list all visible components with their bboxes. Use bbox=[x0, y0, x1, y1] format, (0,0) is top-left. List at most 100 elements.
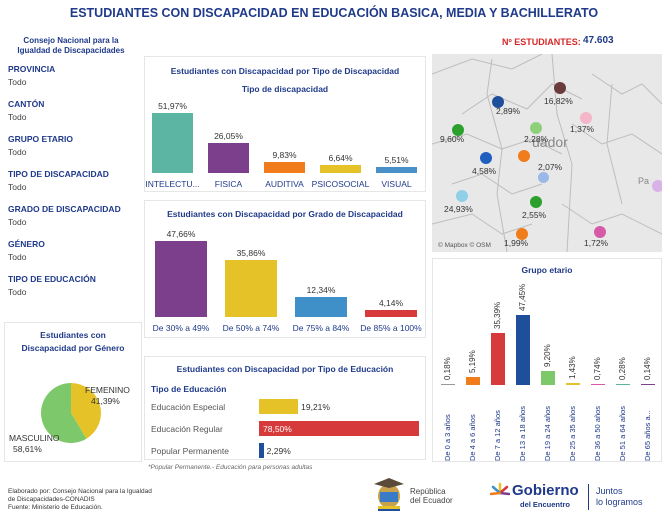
map-point-label: 16,82% bbox=[544, 96, 573, 106]
filter-panel: PROVINCIA Todo CANTÓN Todo GRUPO ETARIO … bbox=[8, 64, 138, 309]
juntos-line2: lo logramos bbox=[596, 497, 643, 507]
category-label: De 65 años a... bbox=[643, 410, 652, 461]
map-partial-label: Pa bbox=[638, 176, 650, 186]
bar bbox=[591, 383, 605, 385]
data-label: 35,39% bbox=[493, 301, 502, 329]
category-label: De 7 a 12 años bbox=[493, 410, 502, 461]
filter-tipo-educacion[interactable]: TIPO DE EDUCACIÓN Todo bbox=[8, 274, 138, 309]
data-label: 78,50% bbox=[263, 424, 292, 434]
bar bbox=[225, 259, 277, 317]
data-label: 0,14% bbox=[643, 356, 652, 380]
map-point bbox=[456, 190, 468, 202]
bar bbox=[259, 421, 419, 436]
category-label: De 36 a 50 años bbox=[593, 405, 602, 461]
bar bbox=[376, 166, 417, 173]
footer-credits: Elaborado por: Consejo Nacional para la … bbox=[8, 488, 168, 512]
pie-label: MASCULINO bbox=[9, 433, 60, 443]
data-label: 1,43% bbox=[568, 356, 577, 379]
filter-label: GÉNERO bbox=[8, 239, 45, 249]
filter-canton[interactable]: CANTÓN Todo bbox=[8, 99, 138, 134]
data-label: 6,64% bbox=[328, 153, 353, 164]
data-label: 9,20% bbox=[543, 344, 552, 368]
bar bbox=[295, 297, 347, 317]
filter-value[interactable]: Todo bbox=[8, 112, 27, 122]
map-point bbox=[516, 228, 528, 240]
filter-value[interactable]: Todo bbox=[8, 287, 27, 297]
pie-label: 58,61% bbox=[13, 444, 42, 454]
panel-title: Estudiantes con Discapacidad por Tipo de… bbox=[176, 364, 394, 374]
filter-genero[interactable]: GÉNERO Todo bbox=[8, 239, 138, 274]
data-label: 19,21% bbox=[301, 402, 330, 412]
filter-grupo-etario[interactable]: GRUPO ETARIO Todo bbox=[8, 134, 138, 169]
tipo-discapacidad-panel: Estudiantes con Discapacidad por Tipo de… bbox=[144, 56, 426, 192]
category-label: De 4 a 6 años bbox=[468, 414, 477, 461]
map-point-label: 1,72% bbox=[584, 238, 609, 248]
map-point-label: 2,89% bbox=[496, 106, 521, 116]
student-count-value: 47.603 bbox=[583, 35, 614, 46]
bar bbox=[491, 332, 505, 385]
grupo-etario-panel: Grupo etario 0,18% De 0 a 3 años 5,19% De 4… bbox=[432, 258, 662, 462]
filter-value[interactable]: Todo bbox=[8, 147, 27, 157]
footer-line: Elaborado por: Consejo Nacional para la … bbox=[8, 488, 152, 495]
category-label: FISICA bbox=[214, 179, 243, 189]
filter-tipo-discapacidad[interactable]: TIPO DE DISCAPACIDAD Todo bbox=[8, 169, 138, 204]
gobierno-logo: Gobierno del Encuentro Juntos lo logramo… bbox=[490, 476, 660, 516]
encuentro-text: del Encuentro bbox=[520, 500, 571, 509]
panel-title: Estudiantes con Discapacidad por Tipo de… bbox=[170, 66, 400, 76]
data-label: 51,97% bbox=[158, 101, 187, 111]
grado-discapacidad-panel: Estudiantes con Discapacidad por Grado d… bbox=[144, 200, 426, 338]
bar bbox=[155, 241, 207, 317]
category-label: De 13 a 18 años bbox=[518, 405, 527, 461]
footnote: *Popular Permanente.- Educación para per… bbox=[148, 464, 313, 471]
map-point bbox=[580, 112, 592, 124]
data-label: 2,29% bbox=[266, 446, 291, 456]
pie-slice bbox=[71, 383, 102, 439]
map-point bbox=[480, 152, 492, 164]
map-point-label: 1,99% bbox=[504, 238, 529, 248]
data-label: 12,34% bbox=[306, 285, 336, 296]
bar bbox=[441, 383, 455, 385]
category-label: De 50% a 74% bbox=[222, 323, 280, 333]
bar bbox=[541, 371, 555, 385]
map-point bbox=[538, 172, 549, 183]
page-title: ESTUDIANTES CON DISCAPACIDAD EN EDUCACIÓ… bbox=[69, 6, 599, 20]
grado-discapacidad-chart: 47,66% De 30% a 49% 35,86% De 50% a 74% 12,3… bbox=[145, 225, 427, 339]
bar bbox=[365, 310, 417, 317]
bar bbox=[152, 113, 193, 173]
filter-label: CANTÓN bbox=[8, 99, 45, 109]
filter-label: GRADO DE DISCAPACIDAD bbox=[8, 204, 121, 214]
panel-title: Estudiantes con Discapacidad por Grado d… bbox=[167, 209, 403, 219]
filter-value[interactable]: Todo bbox=[8, 217, 27, 227]
map-point-label: 2,55% bbox=[522, 210, 547, 220]
category-label: De 25 a 35 años bbox=[568, 405, 577, 461]
bar bbox=[264, 161, 305, 173]
bar bbox=[516, 315, 530, 385]
pie-label: FEMENINO bbox=[85, 385, 130, 395]
filter-value[interactable]: Todo bbox=[8, 77, 27, 87]
map-point bbox=[652, 180, 662, 192]
filter-value[interactable]: Todo bbox=[8, 182, 27, 192]
map-panel[interactable]: uador Pa 2,89% 16,82% 9,60% 2,28% 1,37% 4,58%… bbox=[432, 54, 662, 252]
map-point-label: 2,28% bbox=[524, 134, 549, 144]
data-label: 5,51% bbox=[384, 154, 409, 165]
bar bbox=[566, 382, 580, 385]
filter-provincia[interactable]: PROVINCIA Todo bbox=[8, 64, 138, 99]
map-point bbox=[452, 124, 464, 136]
category-label: De 19 a 24 años bbox=[543, 405, 552, 461]
map-city-label: uador bbox=[532, 134, 568, 150]
bar bbox=[208, 142, 249, 173]
logo-divider bbox=[588, 484, 589, 510]
student-count-label: Nº ESTUDIANTES: bbox=[502, 37, 581, 47]
data-label: 47,45% bbox=[518, 283, 527, 311]
starburst-icon bbox=[490, 482, 510, 496]
map-point bbox=[530, 196, 542, 208]
bar bbox=[259, 443, 264, 458]
bar bbox=[616, 383, 630, 385]
data-label: 47,66% bbox=[166, 229, 196, 239]
category-label: De 51 a 64 años bbox=[618, 405, 627, 461]
filter-grado-discapacidad[interactable]: GRADO DE DISCAPACIDAD Todo bbox=[8, 204, 138, 239]
panel-subtitle: Tipo de discapacidad bbox=[241, 84, 329, 94]
tipo-discapacidad-chart: 51,97% INTELECTU... 26,05% FISICA 9,83% AUDIT… bbox=[145, 97, 427, 193]
filter-value[interactable]: Todo bbox=[8, 252, 27, 262]
